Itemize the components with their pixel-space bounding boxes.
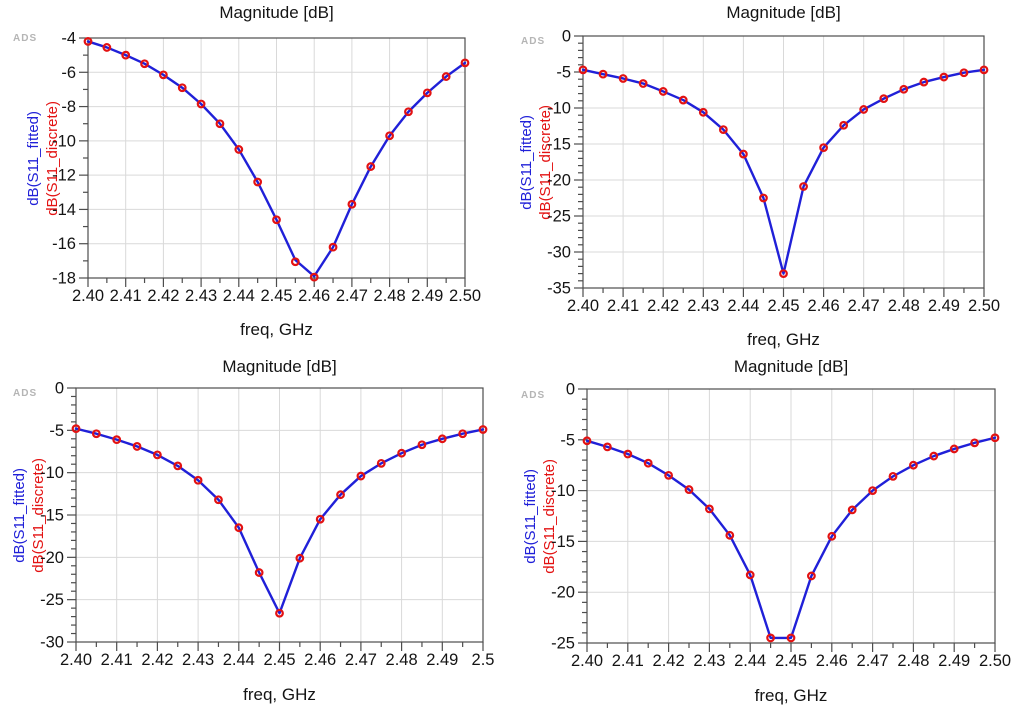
chart-title: Magnitude [dB] (222, 357, 337, 376)
x-axis-label: freq, GHz (240, 320, 313, 339)
svg-text:-15: -15 (547, 136, 571, 154)
chart-bottom-left: ADS Magnitude [dB] dB(S11_fitted) dB(S11… (0, 352, 512, 719)
chart-title: Magnitude [dB] (726, 3, 841, 22)
svg-text:2.47: 2.47 (857, 652, 889, 670)
ads-watermark: ADS (13, 388, 38, 399)
svg-text:2.48: 2.48 (888, 297, 920, 315)
svg-text:-20: -20 (551, 584, 575, 602)
svg-text:2.47: 2.47 (336, 287, 368, 305)
svg-text:2.40: 2.40 (60, 651, 92, 669)
svg-text:2.43: 2.43 (182, 651, 214, 669)
svg-text:-35: -35 (547, 280, 571, 298)
svg-text:2.42: 2.42 (647, 297, 679, 315)
svg-text:2.49: 2.49 (426, 651, 458, 669)
svg-text:0: 0 (562, 28, 571, 46)
svg-text:2.41: 2.41 (110, 287, 142, 305)
svg-text:2.48: 2.48 (386, 651, 418, 669)
svg-text:2.40: 2.40 (72, 287, 104, 305)
svg-text:2.46: 2.46 (816, 652, 848, 670)
svg-text:2.46: 2.46 (808, 297, 840, 315)
svg-text:-12: -12 (52, 167, 76, 185)
plot-area: 2.40 2.41 2.42 2.43 2.44 2.45 2.46 2.47 2.48 2.49… (40, 380, 495, 670)
svg-text:2.44: 2.44 (223, 287, 255, 305)
svg-text:2.44: 2.44 (727, 297, 759, 315)
svg-text:0: 0 (566, 381, 575, 399)
svg-text:2.49: 2.49 (928, 297, 960, 315)
svg-text:2.5: 2.5 (472, 651, 495, 669)
svg-text:2.41: 2.41 (612, 652, 644, 670)
svg-text:2.43: 2.43 (693, 652, 725, 670)
svg-text:-15: -15 (40, 507, 64, 525)
svg-text:2.40: 2.40 (567, 297, 599, 315)
chart-bottom-right: ADS Magnitude [dB] dB(S11_fitted) dB(S11… (512, 352, 1024, 719)
svg-text:2.49: 2.49 (938, 652, 970, 670)
svg-text:2.45: 2.45 (775, 652, 807, 670)
svg-text:2.40: 2.40 (571, 652, 603, 670)
svg-text:-30: -30 (40, 634, 64, 652)
svg-text:-5: -5 (556, 64, 571, 82)
svg-text:2.43: 2.43 (687, 297, 719, 315)
svg-text:2.50: 2.50 (449, 287, 481, 305)
svg-text:2.50: 2.50 (968, 297, 1000, 315)
x-axis-label: freq, GHz (243, 685, 316, 704)
x-axis-label: freq, GHz (747, 330, 820, 349)
svg-text:-10: -10 (551, 482, 575, 500)
chart-title: Magnitude [dB] (733, 357, 849, 376)
plot-area: 2.40 2.41 2.42 2.43 2.44 2.45 2.46 2.47 2.48 2.49… (551, 381, 1011, 671)
svg-text:-18: -18 (52, 270, 76, 288)
chart-top-right: ADS Magnitude [dB] dB(S11_fitted) dB(S11… (512, 0, 1024, 352)
svg-text:2.46: 2.46 (298, 287, 330, 305)
svg-text:-20: -20 (547, 172, 571, 190)
svg-text:-30: -30 (547, 244, 571, 262)
svg-text:2.46: 2.46 (304, 651, 336, 669)
svg-text:-10: -10 (40, 464, 64, 482)
svg-text:2.45: 2.45 (260, 287, 292, 305)
svg-text:2.50: 2.50 (979, 652, 1011, 670)
svg-text:-25: -25 (551, 635, 575, 653)
svg-text:-10: -10 (52, 132, 76, 150)
svg-text:2.43: 2.43 (185, 287, 217, 305)
svg-text:-15: -15 (551, 533, 575, 551)
svg-text:-16: -16 (52, 235, 76, 253)
svg-text:2.45: 2.45 (263, 651, 295, 669)
svg-text:2.42: 2.42 (147, 287, 179, 305)
svg-text:-4: -4 (61, 30, 76, 48)
svg-text:2.41: 2.41 (607, 297, 639, 315)
svg-text:-10: -10 (547, 100, 571, 118)
chart-title: Magnitude [dB] (219, 3, 334, 22)
svg-text:-25: -25 (547, 208, 571, 226)
svg-text:2.42: 2.42 (141, 651, 173, 669)
svg-text:-25: -25 (40, 591, 64, 609)
svg-text:2.44: 2.44 (734, 652, 766, 670)
svg-text:-20: -20 (40, 549, 64, 567)
svg-text:2.49: 2.49 (411, 287, 443, 305)
svg-text:2.48: 2.48 (374, 287, 406, 305)
svg-text:0: 0 (55, 380, 64, 398)
svg-text:-14: -14 (52, 201, 76, 219)
chart-top-left: ADS Magnitude [dB] dB(S11_fitted) dB(S11… (0, 0, 512, 352)
svg-text:2.48: 2.48 (897, 652, 929, 670)
plot-area: 2.40 2.41 2.42 2.43 2.44 2.45 2.46 2.47 2.48 2.49… (547, 28, 1000, 316)
svg-text:-8: -8 (61, 98, 76, 116)
svg-text:2.42: 2.42 (653, 652, 685, 670)
svg-text:-6: -6 (61, 64, 76, 82)
svg-text:2.41: 2.41 (101, 651, 133, 669)
plot-area: 2.40 2.41 2.42 2.43 2.44 2.45 2.46 2.47 2.48 2.49… (52, 30, 481, 306)
svg-text:-5: -5 (49, 422, 64, 440)
svg-text:-5: -5 (560, 431, 575, 449)
svg-text:2.47: 2.47 (345, 651, 377, 669)
svg-text:2.45: 2.45 (767, 297, 799, 315)
ads-watermark: ADS (13, 33, 38, 44)
ads-watermark: ADS (521, 36, 546, 47)
ads-watermark: ADS (521, 390, 546, 401)
svg-text:2.47: 2.47 (848, 297, 880, 315)
x-axis-label: freq, GHz (754, 686, 828, 705)
svg-text:2.44: 2.44 (223, 651, 255, 669)
